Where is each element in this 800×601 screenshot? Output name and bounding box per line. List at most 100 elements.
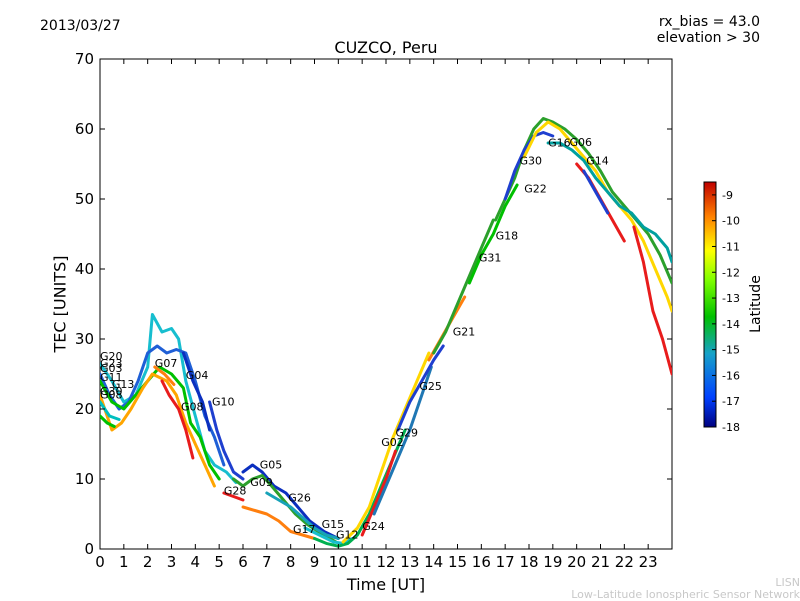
colorbar-tick-minus-16: -16	[712, 369, 740, 382]
sat-label-g25: G25	[419, 380, 442, 393]
series-g30-line	[100, 400, 121, 421]
x-tick-18: 18	[519, 59, 539, 571]
svg-text:22: 22	[615, 553, 634, 571]
svg-text:15: 15	[448, 553, 467, 571]
svg-text:20: 20	[75, 400, 94, 418]
rx-bias-label: rx_bias = 43.0	[658, 14, 760, 30]
y-tick-0: 0	[84, 540, 672, 558]
sat-label-g08: G08	[181, 400, 204, 413]
svg-text:12: 12	[376, 553, 395, 571]
svg-text:19: 19	[543, 553, 562, 571]
svg-text:-14: -14	[722, 318, 740, 331]
sat-label-g24: G24	[362, 520, 385, 533]
series-g18-line	[467, 183, 519, 285]
y-tick-20: 20	[75, 400, 672, 418]
x-tick-9: 9	[310, 59, 319, 571]
y-tick-50: 50	[75, 190, 672, 208]
sat-label-g13: G13	[112, 378, 135, 391]
colorbar-tick-minus-18: -18	[712, 421, 740, 434]
sat-label-g16: G16	[548, 137, 571, 150]
svg-text:10: 10	[75, 470, 94, 488]
svg-text:6: 6	[238, 553, 248, 571]
sat-label-g26: G26	[288, 491, 311, 504]
colorbar-tick-minus-15: -15	[712, 344, 740, 357]
x-tick-19: 19	[543, 59, 562, 571]
y-tick-60: 60	[75, 120, 672, 138]
series-g30b-line	[503, 131, 555, 201]
series-g10-line	[208, 400, 245, 481]
x-tick-3: 3	[167, 59, 177, 571]
sat-label-g06: G06	[570, 136, 593, 149]
y-axis-ticks: 0 10 20 30 40 50 60 70	[75, 50, 672, 558]
sat-label-g05: G05	[260, 459, 283, 472]
sat-label-g10: G10	[212, 396, 235, 409]
y-tick-10: 10	[75, 470, 672, 488]
svg-text:21: 21	[591, 553, 610, 571]
svg-text:-15: -15	[722, 344, 740, 357]
svg-text:0: 0	[95, 553, 105, 571]
sat-label-g18: G18	[496, 230, 519, 243]
sat-label-g20: G20	[100, 350, 123, 363]
x-tick-2: 2	[143, 59, 152, 571]
chart-title: CUZCO, Peru	[334, 38, 438, 57]
x-tick-10: 10	[329, 59, 348, 571]
sat-label-g07: G07	[155, 357, 178, 370]
sat-label-g03: G03	[100, 362, 123, 375]
x-tick-22: 22	[615, 59, 634, 571]
series-g14b-line	[582, 169, 610, 215]
sat-label-g09: G09	[250, 476, 273, 489]
x-axis-ticks: 0 1 2 3 4 5 6 7 8 9 10 11 12 13 14 15 16 17 18 19 20 21 22 23	[95, 59, 658, 571]
colorbar-tick-minus-13: -13	[712, 292, 740, 305]
svg-text:40: 40	[75, 260, 94, 278]
footer-network: Low-Latitude Ionospheric Sensor Network	[571, 588, 800, 601]
series-layer	[100, 117, 672, 548]
svg-text:-16: -16	[722, 369, 740, 382]
colorbar-tick-minus-11: -11	[712, 240, 740, 253]
svg-text:60: 60	[75, 120, 94, 138]
series-g31-line	[432, 218, 495, 355]
sat-label-g29: G29	[396, 426, 419, 439]
series-g07-line	[153, 365, 176, 386]
sat-label-g15: G15	[322, 518, 345, 531]
x-tick-14: 14	[424, 59, 443, 571]
x-tick-12: 12	[376, 59, 396, 571]
colorbar-tick-minus-17: -17	[712, 395, 740, 408]
svg-text:-9: -9	[722, 189, 733, 202]
series-g05-line	[241, 463, 340, 540]
x-tick-8: 8	[286, 59, 295, 571]
series-g28-line	[222, 491, 245, 502]
series-g13-line	[160, 379, 195, 460]
colorbar-tick-minus-14: -14	[712, 318, 740, 331]
svg-text:14: 14	[424, 553, 443, 571]
footer-lisn: LISN	[775, 576, 800, 589]
svg-text:7: 7	[262, 553, 272, 571]
svg-text:50: 50	[75, 190, 94, 208]
svg-text:16: 16	[472, 553, 491, 571]
sat-label-g30: G30	[100, 385, 123, 398]
x-tick-4: 4	[191, 59, 200, 571]
svg-text:-13: -13	[722, 292, 740, 305]
sat-label-g21: G21	[453, 326, 476, 339]
series-g16-line	[522, 120, 672, 313]
svg-text:10: 10	[329, 553, 348, 571]
svg-text:3: 3	[167, 553, 177, 571]
x-tick-13: 13	[400, 59, 419, 571]
y-tick-70: 70	[75, 50, 672, 68]
series-g06-line	[546, 141, 672, 264]
x-tick-17: 17	[496, 59, 515, 571]
svg-text:17: 17	[496, 553, 515, 571]
x-tick-15: 15	[448, 59, 467, 571]
series-g25-line	[396, 344, 445, 432]
y-tick-40: 40	[75, 260, 672, 278]
series-g17-line	[241, 505, 316, 540]
svg-text:70: 70	[75, 50, 94, 68]
series-g02-line	[360, 449, 397, 537]
x-tick-5: 5	[214, 59, 224, 571]
series-g11-line	[100, 372, 216, 488]
series-g26-line	[265, 491, 340, 540]
svg-text:30: 30	[75, 330, 94, 348]
series-g15-line	[303, 526, 355, 545]
series-g20-line	[100, 313, 238, 484]
